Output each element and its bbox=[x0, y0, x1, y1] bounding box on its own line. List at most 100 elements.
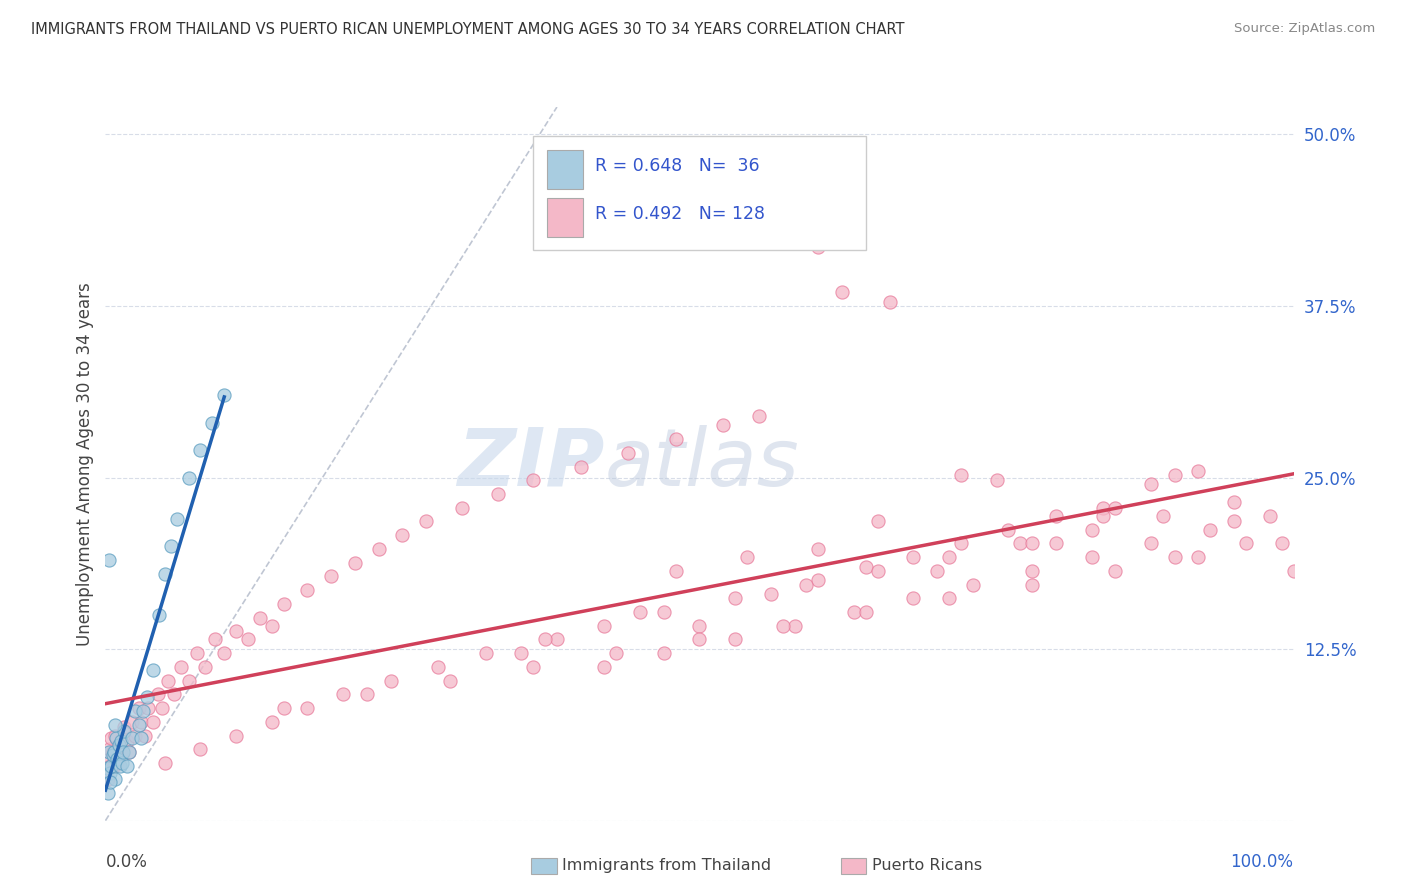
Point bbox=[105, 756, 128, 770]
Point bbox=[124, 729, 146, 743]
Point bbox=[153, 756, 176, 770]
Point bbox=[1223, 495, 1246, 509]
Point bbox=[96, 762, 118, 776]
Point bbox=[110, 734, 132, 748]
Point bbox=[949, 467, 972, 482]
Point bbox=[129, 731, 152, 746]
Point bbox=[842, 605, 865, 619]
Point bbox=[724, 632, 747, 647]
Text: atlas: atlas bbox=[605, 425, 799, 503]
Point bbox=[166, 512, 188, 526]
Point bbox=[1080, 523, 1102, 537]
Point bbox=[759, 587, 782, 601]
Point bbox=[225, 624, 247, 639]
Point bbox=[522, 660, 544, 674]
Point bbox=[111, 747, 134, 762]
Point bbox=[170, 660, 193, 674]
Point bbox=[1187, 464, 1209, 478]
Point bbox=[190, 443, 212, 458]
Point bbox=[236, 632, 259, 647]
Point bbox=[1021, 564, 1043, 578]
Point bbox=[105, 752, 128, 766]
Point bbox=[652, 605, 675, 619]
Point bbox=[772, 619, 794, 633]
Point bbox=[652, 646, 675, 660]
FancyBboxPatch shape bbox=[533, 136, 866, 250]
Point bbox=[134, 729, 156, 743]
Point bbox=[177, 470, 200, 484]
Point bbox=[1104, 500, 1126, 515]
Point bbox=[142, 663, 165, 677]
Point bbox=[321, 569, 343, 583]
Point bbox=[128, 701, 150, 715]
Point bbox=[115, 758, 138, 772]
Point bbox=[132, 704, 155, 718]
Point bbox=[1164, 467, 1187, 482]
Point bbox=[724, 591, 747, 606]
Point bbox=[1140, 477, 1163, 491]
Point bbox=[391, 528, 413, 542]
Point bbox=[1282, 564, 1305, 578]
Point bbox=[903, 591, 925, 606]
Point bbox=[190, 742, 212, 756]
Point bbox=[136, 701, 159, 715]
Point bbox=[214, 388, 236, 402]
Point bbox=[1258, 508, 1281, 523]
Point bbox=[938, 550, 960, 565]
Text: Puerto Ricans: Puerto Ricans bbox=[872, 858, 981, 872]
Point bbox=[101, 745, 124, 759]
Point bbox=[114, 724, 136, 739]
Point bbox=[214, 646, 236, 660]
FancyBboxPatch shape bbox=[547, 150, 583, 189]
Point bbox=[100, 731, 122, 746]
Point bbox=[796, 577, 818, 591]
Point bbox=[225, 729, 247, 743]
Point bbox=[665, 432, 688, 446]
Point bbox=[1092, 500, 1115, 515]
Point bbox=[569, 459, 592, 474]
Text: R = 0.492   N= 128: R = 0.492 N= 128 bbox=[595, 205, 765, 223]
Point bbox=[104, 717, 127, 731]
Point bbox=[855, 605, 877, 619]
Point bbox=[98, 758, 121, 772]
Point bbox=[628, 605, 651, 619]
Point bbox=[427, 660, 450, 674]
Point bbox=[129, 714, 152, 729]
Point bbox=[114, 720, 136, 734]
Point bbox=[148, 607, 170, 622]
Point bbox=[273, 701, 295, 715]
Point bbox=[118, 745, 141, 759]
Point bbox=[1104, 564, 1126, 578]
Point bbox=[153, 566, 176, 581]
Point bbox=[121, 731, 143, 746]
Point bbox=[450, 500, 472, 515]
Point bbox=[201, 416, 224, 430]
Point bbox=[807, 574, 830, 588]
Point bbox=[97, 786, 120, 800]
Point bbox=[866, 564, 889, 578]
Point bbox=[474, 646, 496, 660]
Point bbox=[104, 772, 127, 787]
Point bbox=[97, 772, 120, 787]
Text: R = 0.648   N=  36: R = 0.648 N= 36 bbox=[595, 157, 759, 175]
Point bbox=[146, 687, 169, 701]
Point bbox=[118, 745, 141, 759]
Point bbox=[111, 756, 134, 770]
Point bbox=[1021, 536, 1043, 550]
Point bbox=[1092, 508, 1115, 523]
Point bbox=[105, 731, 128, 746]
Point bbox=[415, 515, 437, 529]
Point bbox=[103, 745, 125, 759]
Point bbox=[439, 673, 461, 688]
Point bbox=[925, 564, 948, 578]
Point bbox=[1271, 536, 1294, 550]
Point bbox=[534, 632, 557, 647]
Point bbox=[380, 673, 402, 688]
Point bbox=[98, 775, 121, 789]
Point bbox=[142, 714, 165, 729]
Point bbox=[949, 536, 972, 550]
FancyBboxPatch shape bbox=[547, 198, 583, 237]
Point bbox=[194, 660, 217, 674]
Point bbox=[711, 418, 734, 433]
Point bbox=[1010, 536, 1032, 550]
